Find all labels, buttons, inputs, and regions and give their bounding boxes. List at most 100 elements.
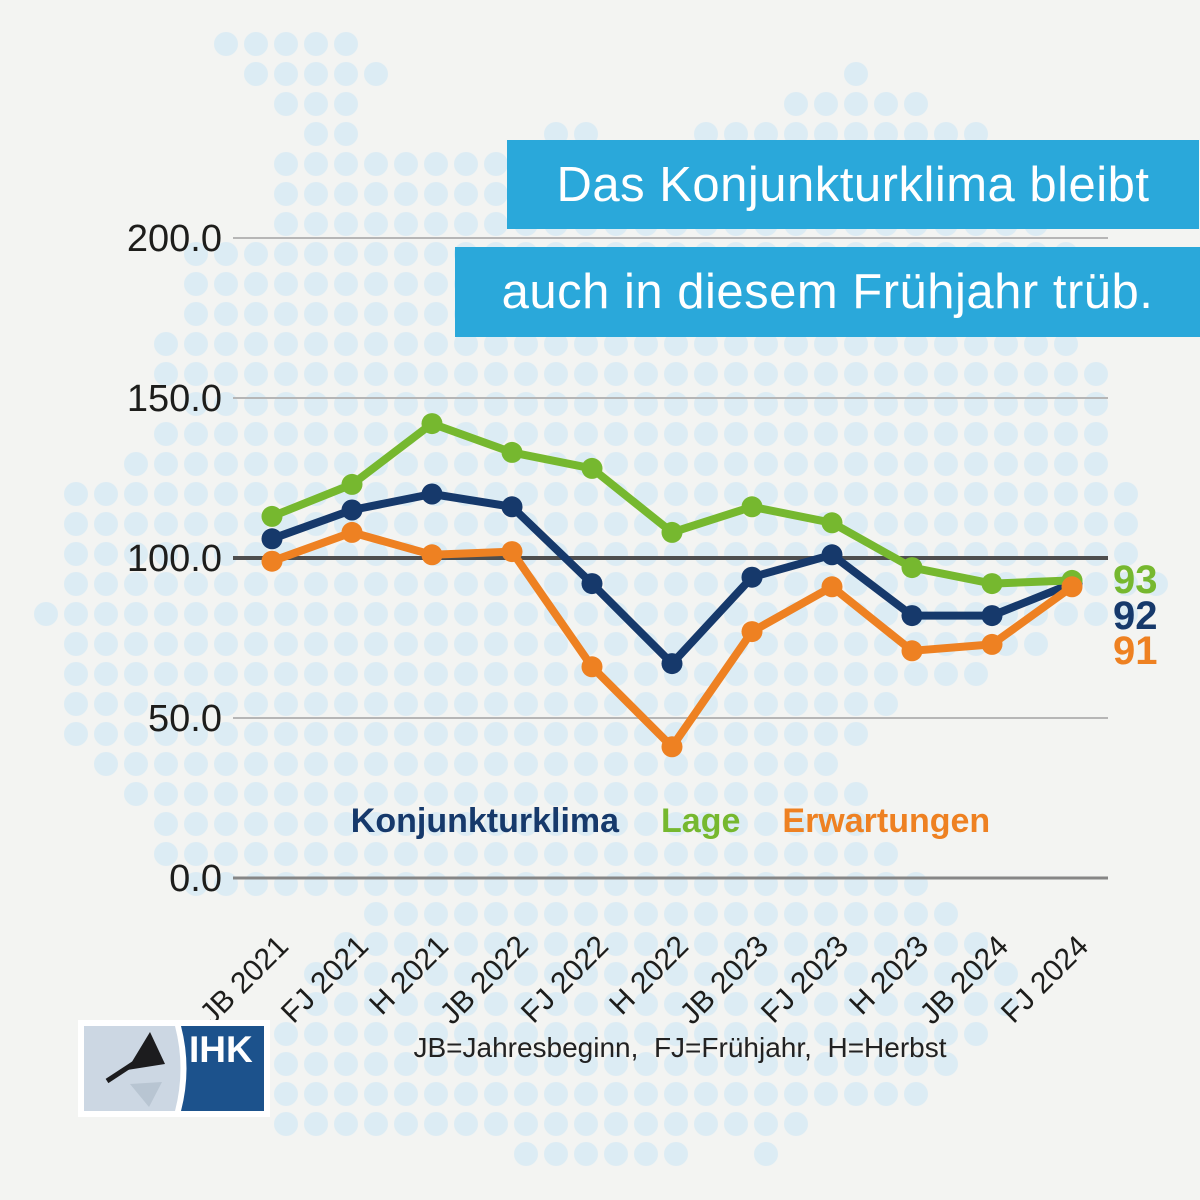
map-dot (394, 722, 418, 746)
map-dot (754, 812, 778, 836)
map-dot (184, 332, 208, 356)
map-dot (334, 752, 358, 776)
map-dot (424, 302, 448, 326)
map-dot (304, 1022, 328, 1046)
map-dot (274, 92, 298, 116)
map-dot (304, 302, 328, 326)
map-dot (364, 1052, 388, 1076)
map-dot (364, 1082, 388, 1106)
map-dot (1114, 482, 1138, 506)
map-dot (304, 332, 328, 356)
x-axis-tick-label: FJ 2021 (275, 930, 375, 1030)
map-dot (394, 302, 418, 326)
map-dot (274, 332, 298, 356)
map-dot (394, 152, 418, 176)
map-dot (454, 992, 478, 1016)
series-point-erwartungen (421, 544, 443, 566)
map-dot (484, 362, 508, 386)
map-dot (844, 362, 868, 386)
series-point-konjunkturklima (261, 528, 283, 550)
map-dot (844, 782, 868, 806)
map-dot (334, 1022, 358, 1046)
map-dot (454, 842, 478, 866)
map-dot (874, 692, 898, 716)
map-dot (754, 932, 778, 956)
map-dot (274, 62, 298, 86)
map-dot (544, 422, 568, 446)
series-point-lage (341, 473, 363, 495)
map-dot (724, 452, 748, 476)
map-dot (514, 332, 538, 356)
map-dot (244, 302, 268, 326)
map-dot (544, 812, 568, 836)
map-dot (814, 362, 838, 386)
map-dot (454, 632, 478, 656)
map-dot (724, 902, 748, 926)
map-dot (784, 692, 808, 716)
map-dot (544, 902, 568, 926)
map-dot (454, 152, 478, 176)
map-dot (1054, 482, 1078, 506)
map-dot (244, 632, 268, 656)
map-dot (604, 1052, 628, 1076)
map-dot (154, 452, 178, 476)
end-label-91: 91 (1113, 629, 1158, 673)
series-point-erwartungen (581, 656, 603, 678)
map-dot (364, 842, 388, 866)
y-axis-tick-label: 100.0 (127, 538, 222, 580)
map-dot (574, 512, 598, 536)
series-point-lage (981, 573, 1003, 595)
series-point-lage (421, 413, 443, 435)
map-dot (454, 812, 478, 836)
map-dot (274, 32, 298, 56)
map-dot (424, 722, 448, 746)
map-dot (1084, 572, 1108, 596)
map-dot (514, 842, 538, 866)
map-dot (484, 212, 508, 236)
map-dot (484, 1022, 508, 1046)
map-dot (724, 602, 748, 626)
map-dot (334, 692, 358, 716)
map-dot (364, 692, 388, 716)
map-dot (394, 932, 418, 956)
map-dot (604, 632, 628, 656)
map-dot (454, 602, 478, 626)
map-dot (124, 662, 148, 686)
map-dot (484, 632, 508, 656)
map-dot (574, 1142, 598, 1166)
map-dot (664, 902, 688, 926)
map-dot (484, 422, 508, 446)
map-dot (364, 302, 388, 326)
map-dot (364, 182, 388, 206)
map-dot (244, 272, 268, 296)
map-dot (304, 602, 328, 626)
map-dot (664, 482, 688, 506)
map-dot (934, 482, 958, 506)
footnote: JB=Jahresbeginn, FJ=Frühjahr, H=Herbst (413, 1032, 947, 1063)
map-dot (364, 782, 388, 806)
map-dot (364, 212, 388, 236)
map-dot (574, 1082, 598, 1106)
map-dot (694, 932, 718, 956)
map-dot (484, 962, 508, 986)
map-dot (94, 482, 118, 506)
map-dot (484, 842, 508, 866)
map-dot (844, 992, 868, 1016)
map-dot (484, 932, 508, 956)
map-dot (274, 152, 298, 176)
map-dot (334, 782, 358, 806)
y-axis-tick-label: 0.0 (169, 858, 222, 900)
ihk-logo: IHK (78, 1020, 270, 1117)
headline-box-2: auch in diesem Frühjahr trüb. (455, 247, 1200, 337)
map-dot (1114, 512, 1138, 536)
map-dot (874, 512, 898, 536)
map-dot (274, 812, 298, 836)
map-dot (94, 632, 118, 656)
map-dot (274, 662, 298, 686)
map-dot (784, 782, 808, 806)
map-dot (304, 182, 328, 206)
map-dot (904, 572, 928, 596)
map-dot (454, 1052, 478, 1076)
map-dot (634, 842, 658, 866)
map-dot (64, 482, 88, 506)
